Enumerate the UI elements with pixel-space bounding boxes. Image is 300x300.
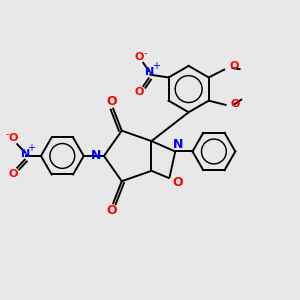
Text: +: + bbox=[27, 142, 35, 153]
Text: O: O bbox=[106, 204, 117, 217]
Text: O: O bbox=[9, 169, 18, 179]
Text: O: O bbox=[134, 87, 144, 97]
Text: O: O bbox=[229, 61, 239, 71]
Text: O: O bbox=[134, 52, 144, 62]
Text: N: N bbox=[90, 149, 101, 162]
Text: -: - bbox=[6, 130, 9, 140]
Text: N: N bbox=[20, 148, 30, 159]
Text: O: O bbox=[9, 133, 18, 143]
Text: +: + bbox=[152, 61, 160, 70]
Text: O: O bbox=[106, 95, 117, 108]
Text: N: N bbox=[145, 67, 154, 77]
Text: N: N bbox=[173, 138, 183, 151]
Text: -: - bbox=[143, 48, 147, 58]
Text: O: O bbox=[172, 176, 183, 189]
Text: O: O bbox=[231, 99, 240, 109]
